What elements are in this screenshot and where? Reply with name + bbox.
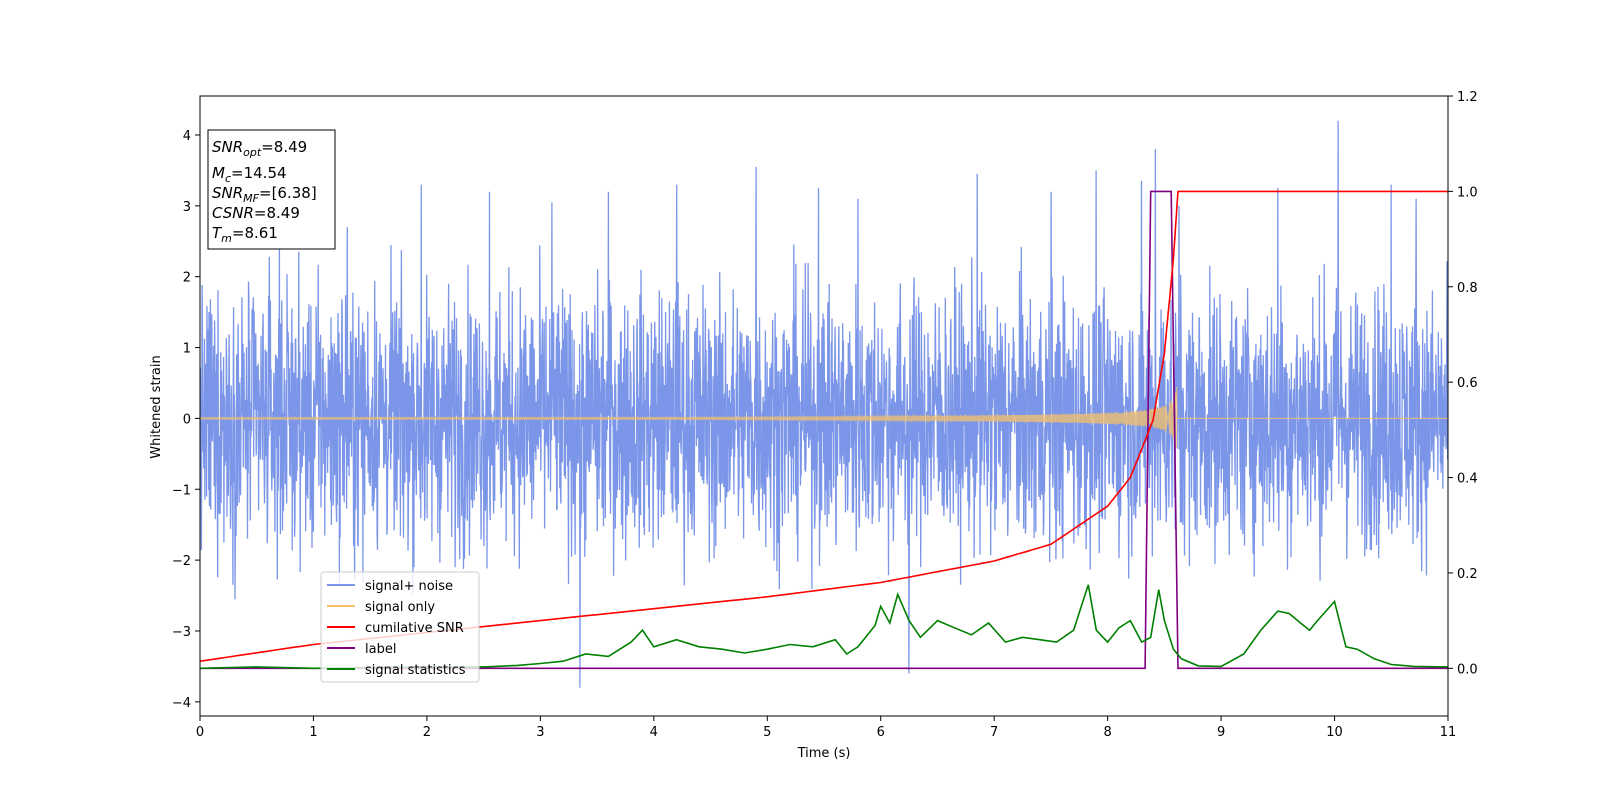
- legend-label-cumulative-snr: cumilative SNR: [365, 621, 464, 636]
- x-tick-label: 4: [650, 725, 658, 740]
- info-snr-opt-symbol: SNR: [212, 138, 243, 156]
- y2-tick-label: 0.4: [1457, 472, 1478, 487]
- x-tick-label: 10: [1326, 725, 1343, 740]
- legend-label-signal-statistics: signal statistics: [365, 663, 466, 678]
- y2-tick-label: 0.2: [1457, 567, 1478, 582]
- legend-label-signal-only: signal only: [365, 600, 435, 615]
- y-tick-label: −2: [172, 554, 191, 569]
- info-tm-symbol: T: [212, 224, 223, 242]
- x-tick-label: 7: [990, 725, 998, 740]
- legend-frame: [320, 571, 480, 683]
- y-tick-label: −4: [172, 696, 191, 711]
- y-tick-label: 2: [183, 271, 191, 286]
- y2-tick-label: 0.0: [1457, 662, 1478, 677]
- info-snr-mf-symbol: SNR: [212, 184, 243, 202]
- info-csnr: CSNR=8.49: [212, 204, 300, 222]
- series-signal-only: [200, 386, 1448, 449]
- info-box-frame: [207, 129, 336, 250]
- info-mc-symbol: M: [212, 164, 225, 182]
- series-label: [200, 190, 1448, 670]
- y-axis-left: −4 −3 −2 −1 0 1 2 3 4: [172, 129, 200, 711]
- y2-tick-label: 1.2: [1457, 90, 1478, 105]
- info-mc-sub: c: [225, 172, 231, 185]
- y-tick-label: −1: [172, 483, 191, 498]
- y2-tick-label: 0.6: [1457, 376, 1478, 391]
- plot-area: [200, 120, 1448, 688]
- x-axis: 0 1 2 3 4 5 6 7 8 9 10 11: [196, 716, 1456, 740]
- info-tm-value: =8.61: [232, 224, 278, 242]
- x-tick-label: 3: [536, 725, 544, 740]
- info-snr-mf-value: =[6.38]: [259, 184, 317, 202]
- x-tick-label: 5: [763, 725, 771, 740]
- info-csnr-symbol: CSNR: [212, 204, 254, 222]
- info-snr-opt-sub: opt: [243, 146, 262, 159]
- info-snr-opt: SNRopt=8.49: [212, 138, 307, 159]
- info-mc-value: =14.54: [231, 164, 287, 182]
- info-snr-mf-sub: MF: [243, 192, 259, 205]
- y2-tick-label: 1.0: [1457, 185, 1478, 200]
- x-tick-label: 8: [1103, 725, 1111, 740]
- x-tick-label: 6: [877, 725, 885, 740]
- x-tick-label: 11: [1440, 725, 1457, 740]
- legend-label-label: label: [365, 642, 396, 657]
- y-tick-label: 3: [183, 200, 191, 215]
- y2-tick-label: 0.8: [1457, 281, 1478, 296]
- info-csnr-value: =8.49: [254, 204, 300, 222]
- y-tick-label: −3: [172, 625, 191, 640]
- legend-label-signal-noise: signal+ noise: [365, 579, 453, 594]
- x-tick-label: 0: [196, 725, 204, 740]
- info-tm: Tm=8.61: [212, 224, 278, 245]
- y-tick-label: 4: [183, 129, 191, 144]
- y-axis-label: Whitened strain: [149, 355, 164, 458]
- info-mc: Mc=14.54: [212, 164, 287, 185]
- legend: signal+ noise signal only cumilative SNR…: [320, 571, 480, 683]
- x-tick-label: 2: [423, 725, 431, 740]
- y-axis-right: 0.0 0.2 0.4 0.6 0.8 1.0 1.2: [1448, 90, 1478, 677]
- info-box: SNRopt=8.49 Mc=14.54 SNRMF=[6.38] CSNR=8…: [207, 129, 336, 250]
- x-tick-label: 9: [1217, 725, 1225, 740]
- x-tick-label: 1: [309, 725, 317, 740]
- series-cumulative-snr: [200, 190, 1448, 662]
- series-signal-noise: [200, 120, 1448, 688]
- series-signal-statistics: [200, 584, 1448, 670]
- y-tick-label: 1: [183, 342, 191, 357]
- axes-frame: [199, 95, 1449, 717]
- info-snr-mf: SNRMF=[6.38]: [212, 184, 317, 205]
- x-axis-label: Time (s): [797, 746, 851, 761]
- y-tick-label: 0: [183, 412, 191, 427]
- info-snr-opt-value: =8.49: [261, 138, 307, 156]
- info-tm-sub: m: [221, 232, 232, 245]
